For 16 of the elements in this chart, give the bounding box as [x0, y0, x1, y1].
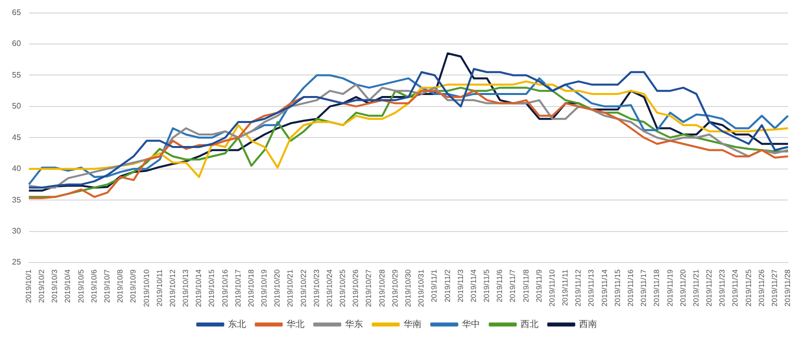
legend-label: 华南 [403, 318, 422, 330]
legend-label: 华北 [286, 318, 304, 330]
y-tick-label: 25 [12, 258, 22, 267]
y-tick-label: 30 [12, 226, 22, 236]
y-tick-label: 60 [12, 39, 22, 48]
legend-label: 东北 [228, 318, 246, 330]
legend-label: 华中 [462, 318, 480, 330]
legend-label: 西南 [578, 318, 597, 330]
y-tick-label: 35 [12, 195, 22, 204]
y-tick-label: 40 [12, 164, 22, 174]
y-tick-label: 65 [12, 8, 22, 18]
legend-label: 西北 [520, 318, 538, 330]
legend-label: 华东 [344, 318, 363, 330]
y-tick-label: 50 [12, 102, 22, 111]
y-tick-label: 55 [12, 70, 22, 80]
y-tick-label: 45 [12, 132, 22, 142]
